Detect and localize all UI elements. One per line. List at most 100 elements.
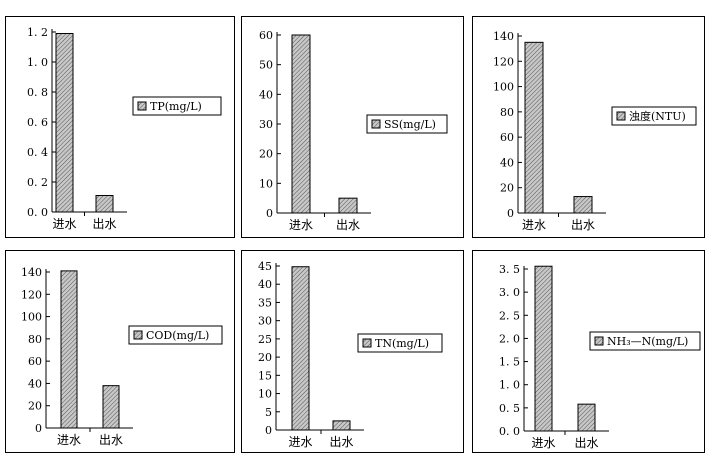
x-category-label: 进水 <box>522 218 546 232</box>
y-tick-label: 0 <box>35 422 42 435</box>
legend-swatch <box>362 338 372 348</box>
legend-label: COD(mg/L) <box>146 329 209 342</box>
bar-tp-inflow <box>55 33 74 213</box>
bar-nh3n-inflow <box>534 265 553 432</box>
y-tick-label: 80 <box>500 106 514 119</box>
bar-cod-inflow <box>60 270 78 429</box>
y-tick-label: 60 <box>259 29 273 42</box>
bar-ss-inflow <box>291 34 311 214</box>
y-tick-label: 40 <box>28 377 42 390</box>
y-tick-label: 10 <box>259 177 273 190</box>
chart-nh3n-svg: 0. 0 0. 5 1. 0 1. 5 2. 0 2. 5 3. 0 3. 5 进水 出水 NH₃—… <box>499 263 701 450</box>
y-tick-label: 35 <box>258 296 272 309</box>
y-tick-label: 40 <box>500 156 514 169</box>
y-tick-label: 100 <box>493 81 514 94</box>
legend-frame <box>611 106 697 126</box>
y-tick-label: 50 <box>259 59 273 72</box>
y-tick-label: 5 <box>265 406 272 419</box>
legend-label: TN(mg/L) <box>375 337 429 350</box>
y-tick-label: 60 <box>28 355 42 368</box>
x-category-label: 出水 <box>571 218 595 232</box>
chart-tn-svg: 0 5 10 15 20 25 30 35 40 45 进水 出水 TN(mg/L) <box>258 260 443 449</box>
y-tick-label: 0. 0 <box>27 206 48 219</box>
bar-tn-inflow <box>291 266 310 431</box>
legend-swatch <box>594 336 604 346</box>
chart-panel-tp: 0. 0 0. 2 0. 4 0. 6 0. 8 1. 0 1. 2 进水 出水 TP(mg/L) <box>5 16 235 238</box>
x-category-label: 进水 <box>52 217 76 231</box>
y-tick-label: 0. 4 <box>27 146 48 159</box>
legend-frame <box>132 96 222 116</box>
y-tick-label: 60 <box>500 131 514 144</box>
legend-label: TP(mg/L) <box>150 100 202 113</box>
x-category-label: 出水 <box>329 435 353 449</box>
bar-cod-outflow <box>102 385 120 429</box>
x-category-label: 进水 <box>57 433 81 447</box>
bar-tp-outflow <box>95 195 114 213</box>
legend-frame <box>366 114 448 134</box>
legend-swatch <box>371 119 381 129</box>
y-tick-label: 15 <box>258 369 272 382</box>
y-tick-label: 1. 5 <box>499 356 520 369</box>
legend-label: SS(mg/L) <box>384 118 436 131</box>
x-category-label: 进水 <box>531 436 555 450</box>
chart-tp-svg: 0. 0 0. 2 0. 4 0. 6 0. 8 1. 0 1. 2 进水 出水 TP(mg/L) <box>27 26 222 231</box>
x-category-label: 出水 <box>92 217 116 231</box>
y-tick-label: 0 <box>266 207 273 220</box>
y-tick-label: 10 <box>258 388 272 401</box>
y-tick-label: 0. 8 <box>27 86 48 99</box>
legend-swatch <box>133 330 143 340</box>
y-tick-label: 1. 2 <box>27 26 48 39</box>
y-tick-label: 0. 5 <box>499 402 520 415</box>
legend-frame <box>589 331 701 351</box>
chart-panel-tn: 0 5 10 15 20 25 30 35 40 45 进水 出水 TN(mg/L) <box>241 250 464 453</box>
y-tick-label: 30 <box>258 315 272 328</box>
y-tick-label: 100 <box>21 311 42 324</box>
y-tick-label: 20 <box>259 148 273 161</box>
legend-label: NH₃—N(mg/L) <box>607 335 688 348</box>
y-tick-label: 45 <box>258 260 272 273</box>
y-tick-label: 140 <box>21 266 42 279</box>
y-tick-label: 120 <box>493 55 514 68</box>
chart-panel-cod: 0 20 40 60 80 100 120 140 进水 出水 COD(mg/L) <box>5 250 235 453</box>
chart-turbidity-svg: 0 20 40 60 80 100 120 140 进水 出水 浊度(NTU) <box>493 30 697 232</box>
y-tick-label: 0 <box>265 424 272 437</box>
y-tick-label: 2. 0 <box>499 332 520 345</box>
chart-panel-ss: 0 10 20 30 40 50 60 进水 出水 SS(mg/L) <box>241 16 464 238</box>
y-tick-label: 3. 0 <box>499 286 520 299</box>
chart-panel-nh3n: 0. 0 0. 5 1. 0 1. 5 2. 0 2. 5 3. 0 3. 5 进水 出水 NH₃—… <box>472 250 705 453</box>
y-tick-label: 1. 0 <box>27 56 48 69</box>
y-tick-label: 40 <box>258 278 272 291</box>
bar-turbidity-outflow <box>573 196 593 214</box>
x-category-label: 进水 <box>289 218 313 232</box>
y-tick-label: 0. 6 <box>27 116 48 129</box>
y-tick-label: 80 <box>28 333 42 346</box>
legend-frame <box>128 325 223 345</box>
y-tick-label: 0 <box>507 207 514 220</box>
y-tick-label: 20 <box>500 182 514 195</box>
legend-label: 浊度(NTU) <box>629 109 686 123</box>
bar-tn-outflow <box>332 420 351 431</box>
legend-frame <box>357 333 443 353</box>
chart-ss-svg: 0 10 20 30 40 50 60 进水 出水 SS(mg/L) <box>259 29 448 232</box>
y-tick-label: 25 <box>258 333 272 346</box>
y-tick-label: 2. 5 <box>499 309 520 322</box>
chart-panel-turbidity: 0 20 40 60 80 100 120 140 进水 出水 浊度(NTU) <box>472 16 705 238</box>
bar-turbidity-inflow <box>524 41 544 214</box>
bar-ss-outflow <box>338 197 358 214</box>
chart-cod-svg: 0 20 40 60 80 100 120 140 进水 出水 COD(mg/L) <box>21 266 223 447</box>
y-tick-label: 40 <box>259 88 273 101</box>
x-category-label: 出水 <box>336 218 360 232</box>
bar-nh3n-outflow <box>577 403 596 432</box>
y-tick-label: 1. 0 <box>499 379 520 392</box>
y-tick-label: 20 <box>28 400 42 413</box>
y-tick-label: 3. 5 <box>499 263 520 276</box>
x-category-label: 进水 <box>288 435 312 449</box>
y-tick-label: 30 <box>259 118 273 131</box>
y-tick-label: 0. 2 <box>27 176 48 189</box>
x-category-label: 出水 <box>99 433 123 447</box>
legend-swatch <box>616 111 626 121</box>
legend-swatch <box>137 101 147 111</box>
y-tick-label: 140 <box>493 30 514 43</box>
y-tick-label: 0. 0 <box>499 425 520 438</box>
y-tick-label: 120 <box>21 288 42 301</box>
